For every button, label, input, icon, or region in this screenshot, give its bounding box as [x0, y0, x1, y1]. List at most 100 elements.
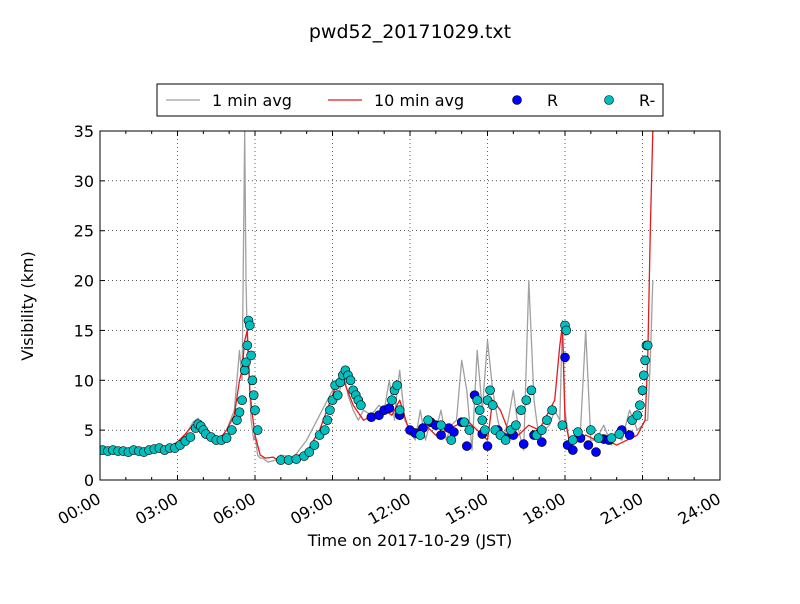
data-point-r — [248, 390, 259, 401]
data-point-r — [487, 400, 498, 411]
data-point-r — [472, 395, 483, 406]
data-point-r — [345, 375, 356, 386]
data-point-r — [446, 435, 457, 445]
data-point-r — [526, 385, 537, 396]
data-point-r — [511, 420, 521, 431]
chart-title: pwd52_20171029.txt — [309, 21, 511, 43]
data-point-r — [252, 425, 263, 435]
data-point-r — [536, 425, 547, 435]
data-point-r — [394, 405, 405, 416]
data-point-r — [547, 405, 557, 416]
data-point-r — [237, 395, 247, 406]
data-point-r — [227, 425, 237, 435]
axes: 00:00 03:00 06:00 09:00 12:00 15:00 18:00 21:00… — [55, 122, 724, 529]
x-tick-label: 18:00 — [520, 489, 569, 529]
x-tick-label: 03:00 — [132, 489, 181, 529]
y-tick-label: 5 — [84, 421, 94, 440]
data-point-r — [567, 435, 578, 445]
data-point-r — [232, 415, 242, 426]
data-point-r — [245, 320, 255, 331]
data-point-r — [642, 340, 653, 351]
x-tick-label: 24:00 — [675, 489, 724, 529]
data-point-r — [536, 437, 547, 447]
data-point-r — [480, 425, 490, 435]
data-point-r — [638, 370, 649, 381]
x-tick-label: 09:00 — [287, 489, 336, 529]
data-point-r — [246, 350, 256, 361]
series-layer — [100, 131, 654, 465]
data-point-r — [356, 400, 366, 411]
data-point-r — [459, 417, 470, 428]
x-tick-label: 06:00 — [210, 489, 259, 529]
data-point-r — [485, 385, 495, 396]
data-point-r — [516, 405, 526, 416]
data-point-r — [591, 447, 601, 457]
data-point-r — [319, 425, 330, 435]
data-point-r — [384, 403, 395, 414]
data-point-r — [415, 430, 426, 440]
data-point-r — [242, 340, 253, 351]
data-point-r — [250, 405, 260, 416]
data-point-r — [624, 430, 635, 440]
data-point-r — [247, 375, 258, 386]
data-point-r — [614, 429, 625, 439]
legend-label-10min: 10 min avg — [374, 91, 464, 110]
y-tick-label: 0 — [84, 471, 94, 490]
legend-swatch-r — [512, 95, 522, 105]
legend-label-rminus: R- — [639, 91, 655, 110]
data-point-r — [464, 425, 475, 435]
data-point-r — [632, 410, 643, 421]
data-point-r — [185, 432, 196, 442]
data-point-r — [635, 400, 645, 411]
data-point-r — [392, 380, 402, 391]
data-point-r — [557, 420, 568, 431]
data-point-r — [436, 430, 446, 440]
data-point-r — [239, 365, 250, 376]
data-point-r — [332, 390, 343, 401]
x-tick-label: 00:00 — [55, 489, 104, 529]
x-tick-label: 21:00 — [597, 489, 646, 529]
data-point-r — [304, 447, 315, 457]
data-point-r — [309, 440, 320, 450]
data-point-r — [449, 427, 459, 437]
data-point-r — [325, 405, 335, 416]
data-point-r — [542, 415, 552, 426]
x-tick-label: 15:00 — [442, 489, 491, 529]
data-point-r — [322, 415, 333, 426]
data-point-r — [567, 445, 578, 455]
y-tick-label: 15 — [74, 321, 94, 340]
data-point-r — [387, 395, 397, 406]
data-point-r — [640, 355, 650, 366]
data-point-r — [461, 441, 472, 451]
data-point-r — [518, 439, 529, 449]
data-point-r — [583, 440, 594, 450]
y-tick-label: 35 — [74, 122, 94, 141]
y-tick-label: 30 — [74, 172, 94, 191]
legend: 1 min avg 10 min avg R R- — [156, 83, 664, 117]
legend-label-r: R — [547, 91, 558, 110]
x-axis-title: Time on 2017-10-29 (JST) — [307, 531, 512, 550]
data-point-r — [561, 325, 572, 336]
data-point-r — [474, 405, 485, 416]
legend-swatch-rminus — [604, 95, 614, 105]
data-point-r — [241, 357, 251, 368]
data-point-r — [500, 435, 511, 445]
y-axis-title: Visibility (km) — [18, 251, 37, 360]
legend-label-1min: 1 min avg — [212, 91, 292, 110]
data-point-r — [637, 385, 648, 396]
data-point-r — [436, 420, 446, 431]
data-point-r — [573, 427, 583, 437]
data-point-r — [593, 433, 604, 443]
y-tick-label: 20 — [74, 272, 94, 291]
data-point-r — [423, 415, 433, 426]
data-point-r — [482, 441, 493, 451]
data-point-r — [606, 433, 617, 443]
data-point-r — [477, 415, 488, 426]
data-point-r — [234, 407, 245, 418]
data-point-r — [221, 433, 232, 443]
legend-box — [156, 83, 664, 117]
x-tick-label: 12:00 — [365, 489, 414, 529]
data-point-r — [560, 352, 570, 363]
